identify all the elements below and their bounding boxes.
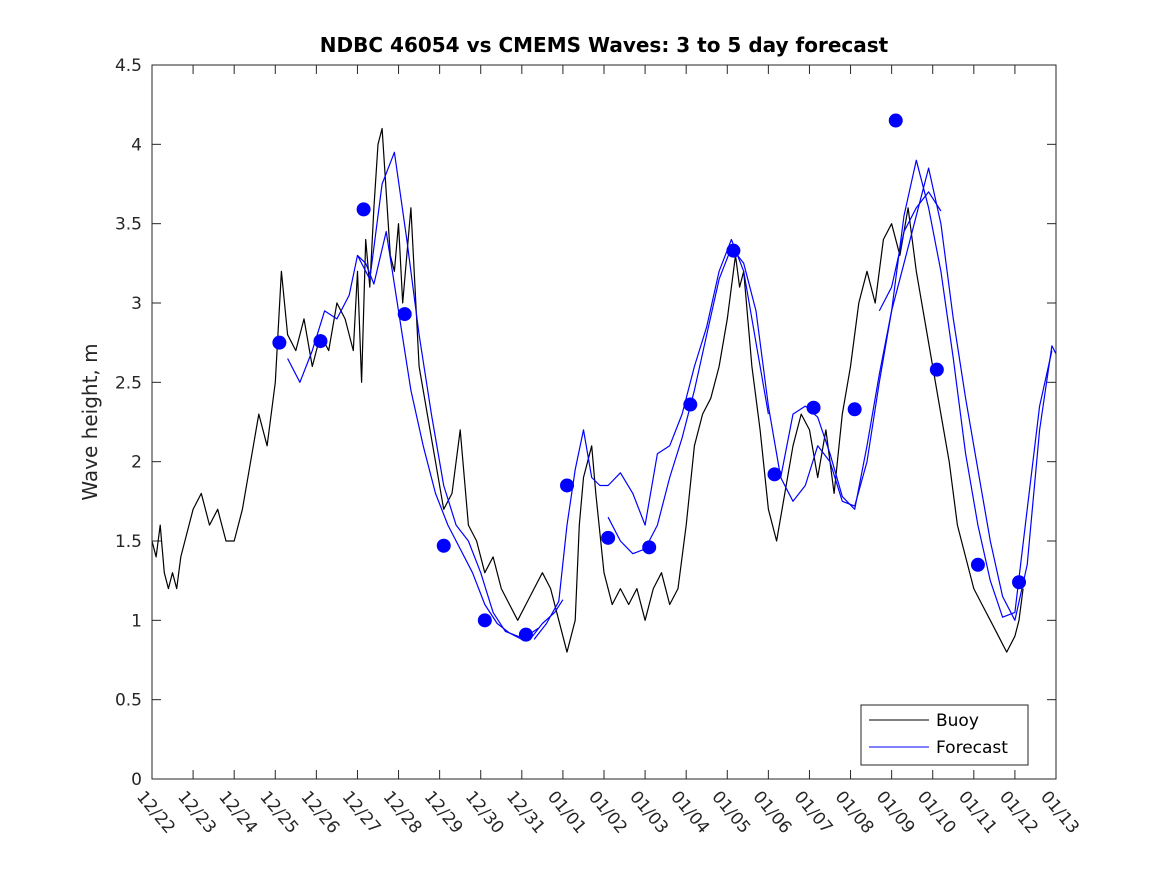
forecast-marker bbox=[601, 530, 616, 545]
forecast-markers bbox=[272, 113, 1027, 642]
forecast-marker bbox=[272, 335, 287, 350]
buoy-line bbox=[151, 127, 1024, 653]
forecast-marker bbox=[560, 478, 575, 493]
y-tick-label: 0 bbox=[131, 770, 142, 790]
forecast-line-1 bbox=[287, 231, 539, 640]
y-tick-label: 0.5 bbox=[115, 691, 142, 711]
forecast-marker bbox=[436, 538, 451, 553]
forecast-marker bbox=[726, 243, 741, 258]
plot-area bbox=[152, 65, 1056, 779]
forecast-marker bbox=[397, 307, 412, 322]
y-tick-label: 1 bbox=[131, 611, 142, 631]
chart-title: NDBC 46054 vs CMEMS Waves: 3 to 5 day fo… bbox=[320, 33, 889, 57]
forecast-marker bbox=[356, 202, 371, 217]
forecast-marker bbox=[888, 113, 903, 128]
y-axis-label: Wave height, m bbox=[78, 343, 102, 500]
y-tick-label: 3 bbox=[131, 294, 142, 314]
forecast-line-5 bbox=[780, 167, 1057, 621]
y-tick-label: 1.5 bbox=[115, 532, 142, 552]
buoy-series bbox=[151, 127, 1024, 653]
forecast-line-6 bbox=[878, 191, 942, 312]
y-tick-label: 3.5 bbox=[115, 215, 142, 235]
legend-buoy-label: Buoy bbox=[936, 711, 979, 731]
y-tick-label: 2.5 bbox=[115, 373, 142, 393]
forecast-marker bbox=[1012, 575, 1027, 590]
y-tick-label: 2 bbox=[131, 453, 142, 473]
forecast-marker bbox=[970, 557, 985, 572]
forecast-line-3 bbox=[533, 238, 769, 640]
forecast-marker bbox=[518, 627, 533, 642]
forecast-marker bbox=[477, 613, 492, 628]
y-tick-label: 4.5 bbox=[115, 56, 142, 76]
forecast-marker bbox=[847, 402, 862, 417]
forecast-marker bbox=[313, 334, 328, 349]
forecast-marker bbox=[929, 362, 944, 377]
y-axis-ticks: 0 0.5 1 1.5 2 2.5 3 3.5 4 4.5 bbox=[115, 56, 1056, 790]
forecast-marker bbox=[642, 540, 657, 555]
plot-frame bbox=[151, 64, 1057, 780]
forecast-marker bbox=[806, 400, 821, 415]
forecast-marker bbox=[683, 397, 698, 412]
legend: Buoy Forecast bbox=[860, 704, 1029, 766]
legend-box bbox=[860, 704, 1029, 766]
legend-forecast-label: Forecast bbox=[936, 738, 1008, 758]
forecast-marker bbox=[767, 467, 782, 482]
forecast-line-4 bbox=[607, 159, 1053, 618]
y-tick-label: 4 bbox=[131, 135, 142, 155]
